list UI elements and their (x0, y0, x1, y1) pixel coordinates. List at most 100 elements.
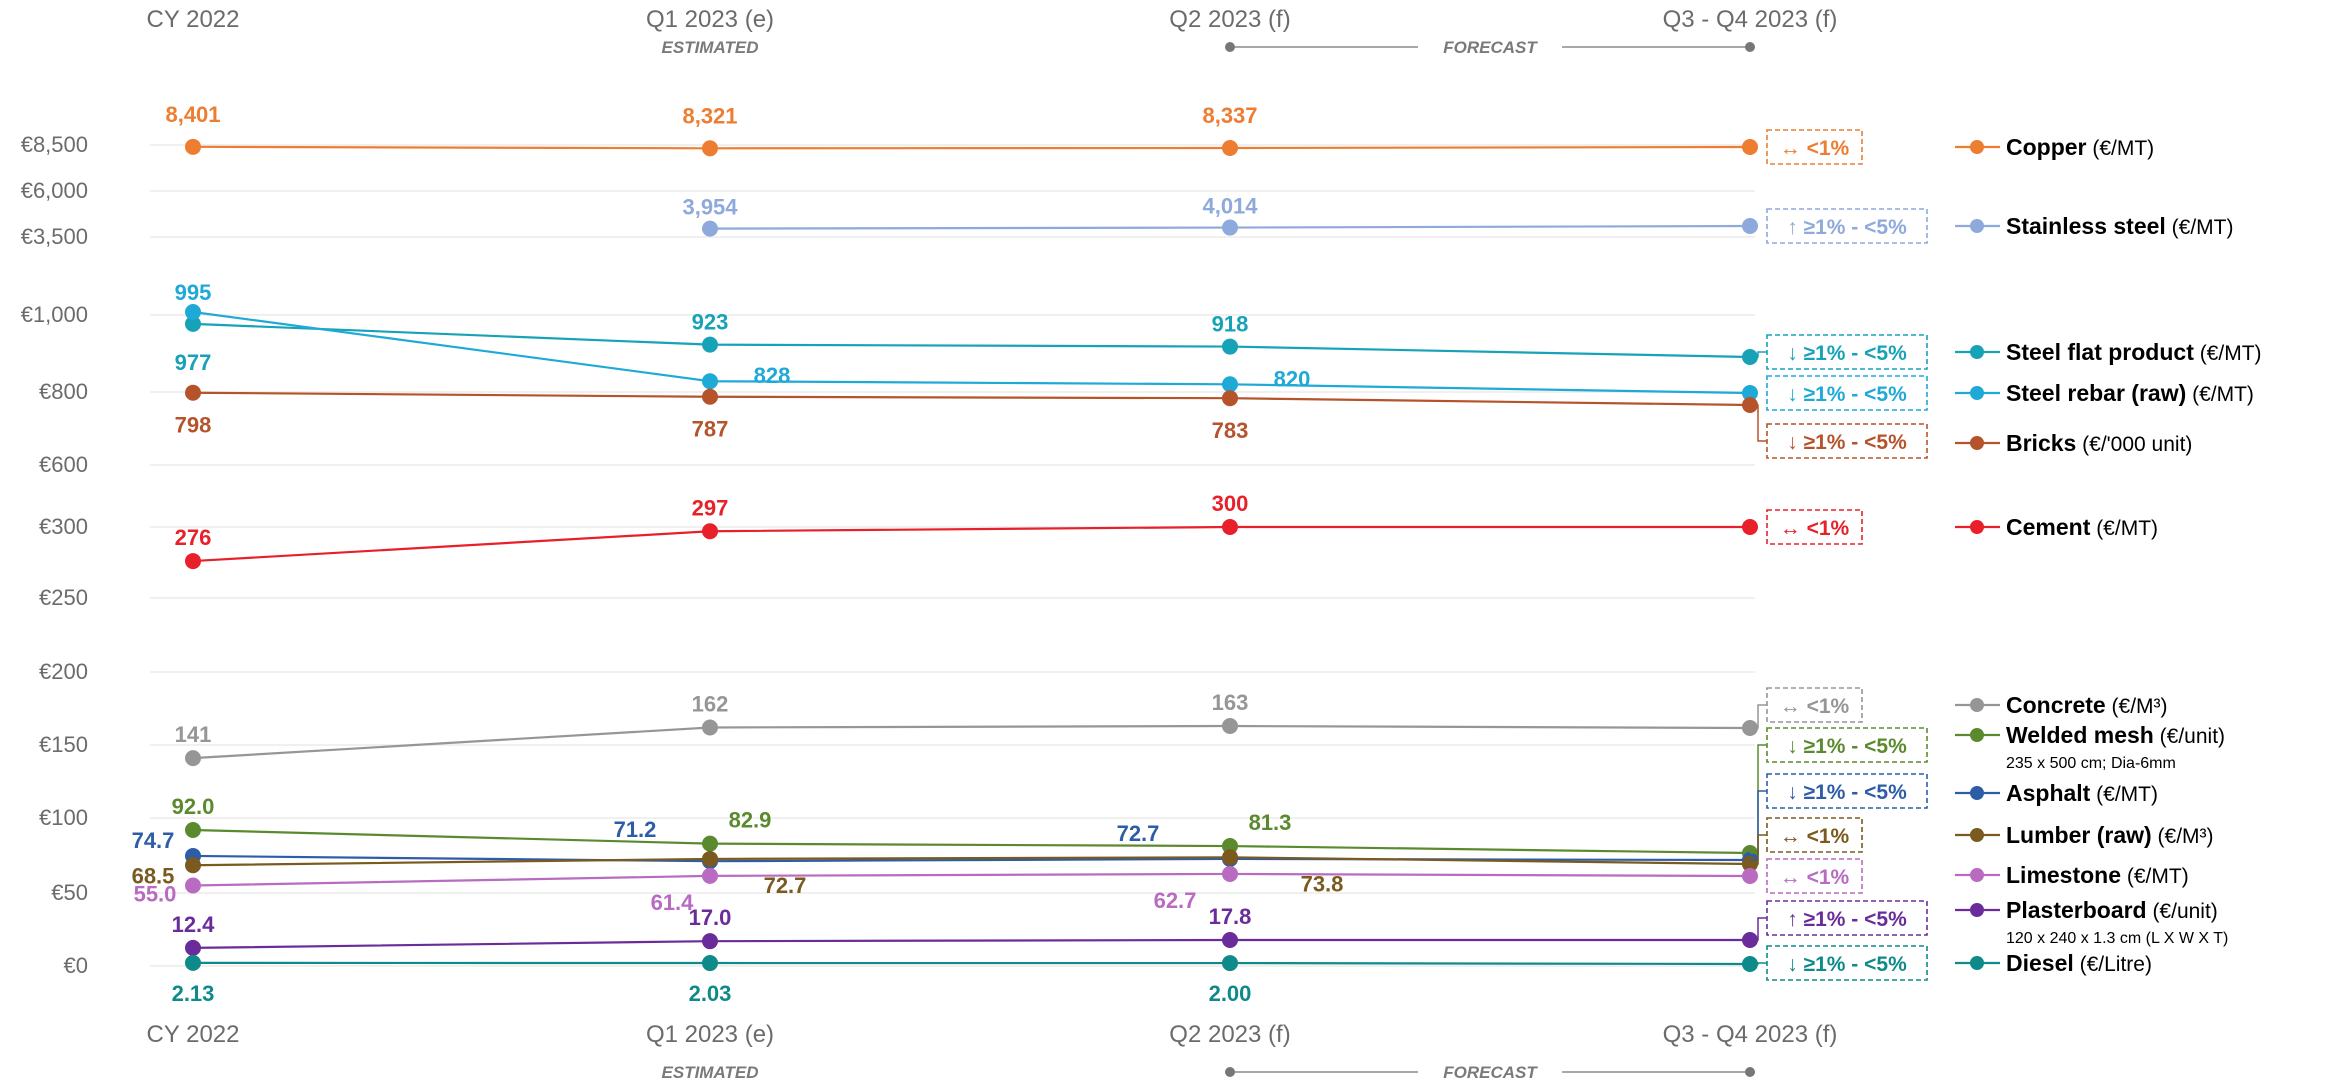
trend-box-plasterboard (1766, 900, 1928, 936)
forecast-bracket-dot (1225, 42, 1235, 52)
legend-label-concrete: Concrete (€/M³) (2006, 692, 2168, 718)
data-label-bricks: 798 (175, 413, 212, 438)
trend-box-lumber (1766, 817, 1863, 853)
data-point-plasterboard (1222, 932, 1238, 949)
trend-connector-bricks (1750, 404, 1767, 442)
data-point-plasterboard (185, 939, 201, 956)
trend-label-asphalt: ↓ ≥1% - <5% (1787, 781, 1907, 804)
series-line-copper (192, 145, 1751, 150)
data-point-lumber (1222, 849, 1238, 866)
data-point-cement (702, 523, 718, 540)
data-label-welded: 92.0 (172, 794, 215, 819)
legend-marker-steelrebar (1970, 386, 1984, 400)
trend-box-bricks (1766, 423, 1928, 459)
data-label-lumber: 73.8 (1301, 871, 1344, 896)
data-point-limestone (702, 867, 718, 884)
trend-label-bricks: ↓ ≥1% - <5% (1787, 431, 1907, 454)
data-point-diesel (1222, 955, 1238, 972)
y-tick-label: €150 (39, 732, 88, 757)
x-tick-label: Q1 2023 (e) (646, 6, 774, 33)
legend-marker-diesel (1970, 956, 1984, 970)
data-label-asphalt: 74.7 (132, 828, 175, 853)
grid-lines (150, 144, 1755, 967)
data-label-lumber: 72.7 (764, 873, 807, 898)
trend-box-steelflat (1766, 334, 1928, 370)
series-line-limestone (192, 872, 1751, 887)
data-point-diesel (702, 955, 718, 972)
data-point-steelflat (1222, 338, 1238, 355)
legend-label-stainless: Stainless steel (€/MT) (2006, 213, 2233, 239)
data-label-steelrebar: 820 (1274, 366, 1311, 391)
trend-connector-lumber (1750, 834, 1767, 865)
legend: Copper (€/MT) Stainless steel (€/MT) Steel… (1955, 134, 2262, 976)
legend-marker-plasterboard (1970, 903, 1984, 917)
legend-label-lumber: Lumber (raw) (€/M³) (2006, 822, 2214, 848)
trend-box-asphalt (1766, 773, 1928, 809)
forecast-note: FORECAST (1443, 1063, 1538, 1081)
legend-label-plasterboard: Plasterboard (€/unit) (2006, 897, 2218, 923)
data-label-cement: 297 (692, 495, 729, 520)
data-point-stainless (702, 220, 718, 237)
trend-label-copper: ↔ <1% (1780, 137, 1850, 160)
legend-marker-asphalt (1970, 786, 1984, 800)
y-tick-label: €250 (39, 585, 88, 610)
data-label-steelrebar: 995 (175, 280, 212, 305)
x-tick-label: CY 2022 (147, 6, 240, 33)
data-label-welded: 82.9 (729, 808, 772, 833)
data-label-concrete: 162 (692, 691, 729, 716)
series-layer (185, 138, 1758, 972)
data-label-plasterboard: 17.8 (1209, 904, 1252, 929)
trend-label-steelflat: ↓ ≥1% - <5% (1787, 342, 1907, 365)
data-point-welded (702, 835, 718, 852)
data-point-lumber (702, 850, 718, 867)
data-label-steelflat: 977 (175, 350, 212, 375)
series-line-cement (192, 525, 1750, 563)
legend-label-copper: Copper (€/MT) (2006, 134, 2154, 160)
data-label-welded: 81.3 (1249, 810, 1292, 835)
data-point-stainless (1742, 218, 1758, 234)
data-point-cement (185, 553, 201, 570)
legend-marker-limestone (1970, 868, 1984, 882)
y-axis: €8,500 €6,000 €3,500 €1,000 €800 €600 €300 €250… (21, 132, 88, 978)
data-label-diesel: 2.03 (689, 981, 732, 1006)
data-point-copper (702, 140, 718, 157)
data-label-steelrebar: 828 (754, 363, 791, 388)
trend-box-cement (1766, 509, 1863, 545)
data-label-cement: 300 (1212, 491, 1249, 516)
data-point-steelflat (702, 336, 718, 353)
trend-box-copper (1766, 129, 1863, 165)
x-tick-label: Q3 - Q4 2023 (f) (1663, 6, 1838, 33)
trend-box-steelrebar (1766, 375, 1928, 411)
data-label-limestone: 62.7 (1154, 888, 1197, 913)
legend-marker-lumber (1970, 828, 1984, 842)
trend-box-stainless (1766, 208, 1928, 244)
trend-box-welded (1766, 727, 1928, 763)
trend-connector-plasterboard (1750, 917, 1767, 941)
data-label-copper: 8,321 (682, 103, 737, 128)
trend-connector-asphalt (1750, 790, 1767, 861)
data-label-concrete: 141 (175, 722, 212, 747)
data-point-cement (1222, 519, 1238, 535)
y-tick-label: €1,000 (21, 302, 88, 327)
legend-label-steelrebar: Steel rebar (raw) (€/MT) (2006, 380, 2254, 406)
data-point-diesel (185, 954, 201, 971)
data-label-concrete: 163 (1212, 690, 1249, 715)
data-label-limestone: 55.0 (134, 882, 177, 907)
trend-connector-steelflat (1750, 351, 1767, 358)
data-label-diesel: 2.13 (172, 981, 215, 1006)
x-tick-label: Q2 2023 (f) (1169, 1021, 1290, 1048)
y-tick-label: €8,500 (21, 132, 88, 157)
data-point-bricks (702, 388, 718, 405)
data-point-welded (185, 822, 201, 838)
legend-marker-steelflat (1970, 345, 1984, 359)
data-label-asphalt: 72.7 (1117, 821, 1160, 846)
trend-box-diesel (1766, 945, 1928, 981)
data-point-concrete (1222, 718, 1238, 735)
series-line-diesel (192, 961, 1751, 966)
legend-sublabel-plasterboard: 120 x 240 x 1.3 cm (L X W X T) (2006, 930, 2228, 947)
trend-label-concrete: ↔ <1% (1780, 695, 1850, 718)
data-label-lumber: 68.5 (132, 863, 175, 888)
y-tick-label: €6,000 (21, 178, 88, 203)
legend-label-cement: Cement (€/MT) (2006, 514, 2158, 540)
x-axis: CY 2022 CY 2022 Q1 2023 (e) Q1 2023 (e) Q2 2… (147, 6, 1838, 1081)
